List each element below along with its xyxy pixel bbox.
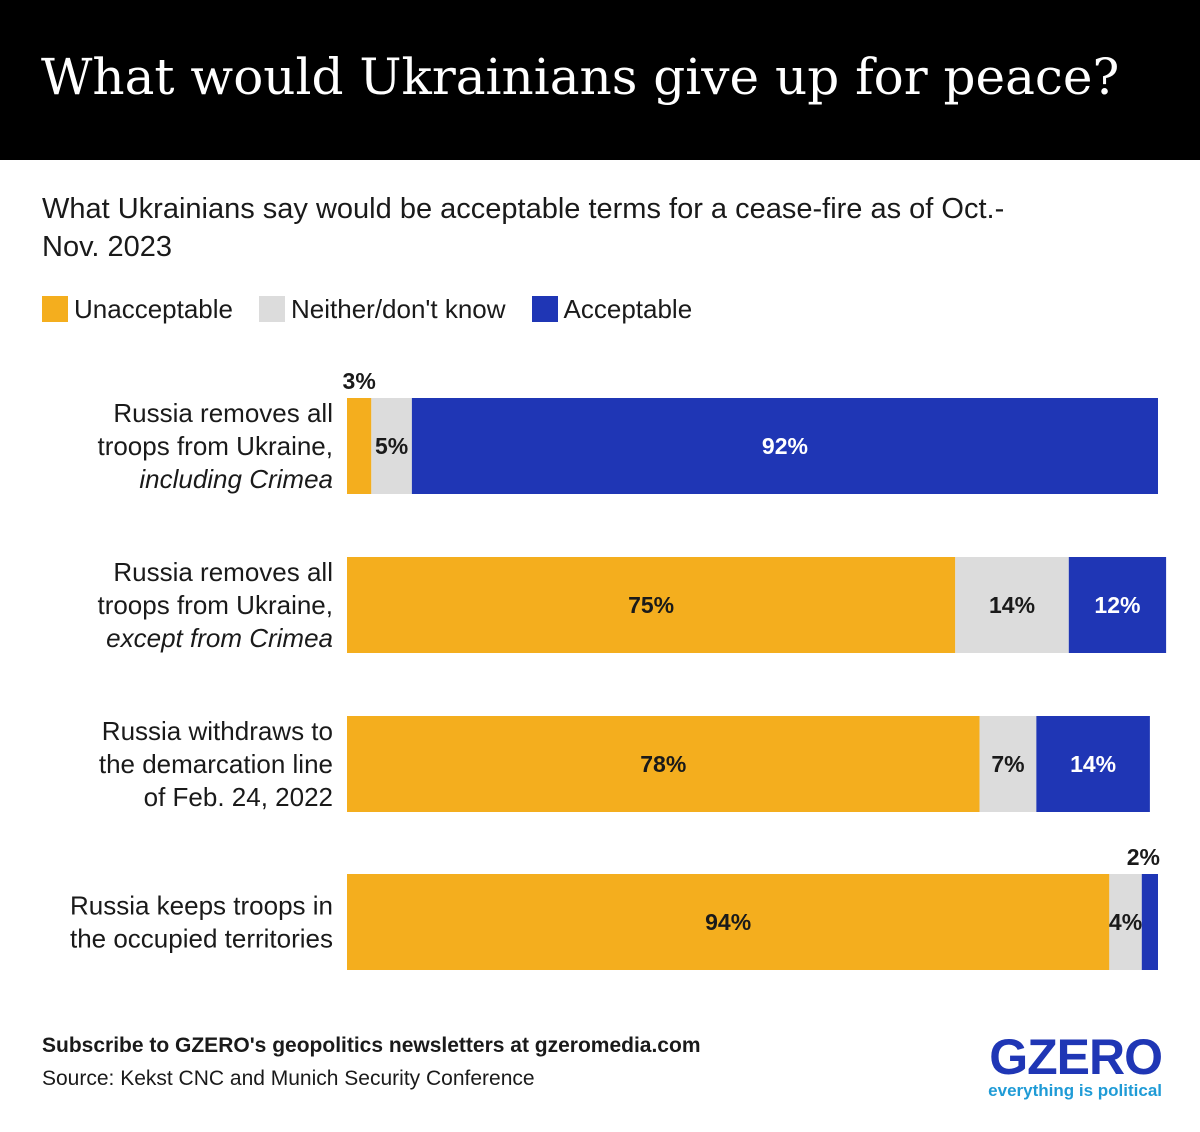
bar-segment-neither: [955, 557, 1069, 653]
legend-item-unacceptable: Unacceptable: [42, 294, 233, 325]
data-label-neither: 7%: [991, 751, 1024, 777]
legend: Unacceptable Neither/don't know Acceptab…: [42, 294, 718, 324]
logo-tagline: everything is political: [988, 1081, 1162, 1100]
bar-segment-unacceptable: [347, 557, 956, 653]
bar-segment-unacceptable: [347, 398, 372, 494]
data-label-unacceptable: 78%: [640, 751, 686, 777]
row-label-line: of Feb. 24, 2022: [144, 782, 333, 812]
title-banner: What would Ukrainians give up for peace?: [0, 0, 1200, 160]
bar-segment-unacceptable: [347, 874, 1110, 970]
row-label-line: including Crimea: [139, 464, 333, 494]
legend-swatch-unacceptable: [42, 296, 68, 322]
legend-label-neither: Neither/don't know: [291, 293, 506, 324]
bar-segment-acceptable: [411, 398, 1158, 494]
legend-swatch-acceptable: [531, 296, 558, 322]
bar-segment-neither: [979, 716, 1037, 812]
row-label-line: Russia withdraws to: [102, 716, 333, 746]
data-label-acceptable: 12%: [1094, 592, 1140, 618]
row-label-line: the demarcation line: [99, 749, 333, 779]
gzero-logo: GZERO everything is political: [972, 1029, 1163, 1104]
row-label-line: Russia removes all: [113, 557, 333, 587]
legend-label-acceptable: Acceptable: [563, 293, 693, 324]
row-label-line: Russia removes all: [113, 398, 333, 428]
row-label-line: the occupied territories: [70, 924, 333, 954]
row-label-line: troops from Ukraine,: [97, 431, 333, 461]
data-label-neither: 14%: [989, 592, 1035, 618]
bar-segment-neither: [1109, 874, 1142, 970]
data-label-neither: 4%: [1109, 909, 1142, 935]
data-label-acceptable: 92%: [762, 433, 808, 459]
legend-item-acceptable: Acceptable: [531, 293, 693, 325]
data-label-acceptable: 2%: [1127, 844, 1160, 870]
bar-segment-unacceptable: [347, 716, 980, 812]
data-label-unacceptable: 94%: [705, 909, 751, 935]
bar-segment-acceptable: [1141, 874, 1158, 970]
bar-segment-acceptable: [1036, 716, 1150, 812]
data-label-neither: 5%: [375, 433, 408, 459]
bar-segment-neither: [371, 398, 412, 494]
data-label-acceptable: 14%: [1070, 751, 1116, 777]
data-label-unacceptable: 3%: [343, 368, 376, 394]
bar-segment-acceptable: [1068, 557, 1167, 653]
subscribe-note: Subscribe to GZERO's geopolitics newslet…: [42, 1034, 701, 1057]
logo-wordmark: GZERO: [989, 1029, 1163, 1085]
legend-swatch-neither: [259, 296, 285, 322]
row-label-line: troops from Ukraine,: [97, 590, 333, 620]
data-label-unacceptable: 75%: [628, 592, 674, 618]
legend-label-unacceptable: Unacceptable: [74, 293, 233, 324]
legend-item-neither: Neither/don't know: [259, 294, 506, 325]
row-label-line: Russia keeps troops in: [70, 891, 333, 921]
source-note: Source: Kekst CNC and Munich Security Co…: [42, 1067, 535, 1090]
chart-title: What would Ukrainians give up for peace?: [41, 48, 1120, 106]
chart-subtitle: What Ukrainians say would be acceptable …: [42, 193, 1005, 263]
row-label-line: except from Crimea: [106, 623, 333, 653]
